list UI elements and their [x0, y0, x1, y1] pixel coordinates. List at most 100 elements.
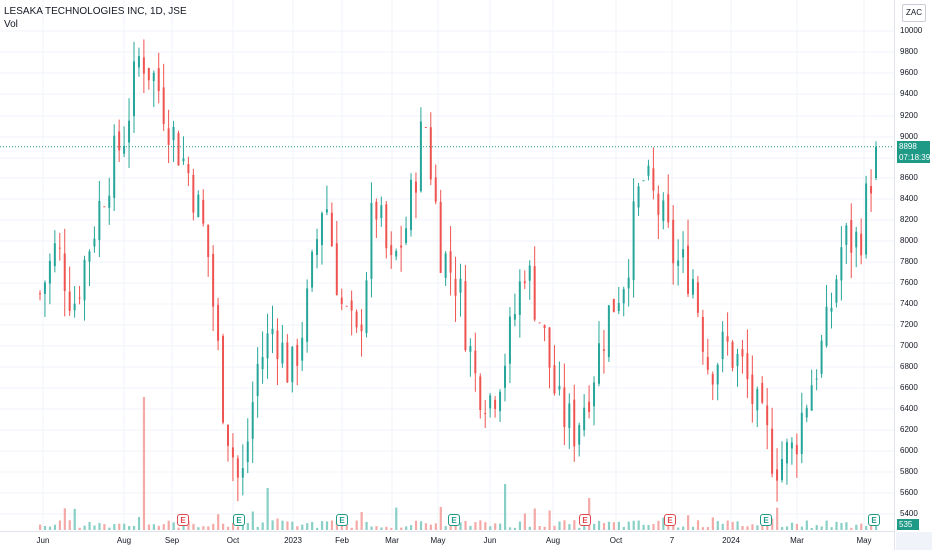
earnings-marker[interactable]: E: [664, 514, 676, 526]
candle: [405, 228, 408, 243]
volume-bar: [538, 526, 541, 530]
candle: [108, 195, 111, 208]
volume-bar: [706, 527, 710, 530]
candle: [800, 412, 803, 454]
volume-bar: [360, 511, 363, 530]
candle: [429, 127, 432, 180]
volume-bar: [419, 521, 423, 530]
candle: [558, 385, 561, 390]
candle: [39, 293, 41, 295]
volume-bar: [751, 524, 754, 530]
volume-bar: [553, 525, 556, 530]
volume-label[interactable]: Vol: [4, 19, 18, 30]
candle: [187, 164, 190, 174]
price-tick: 9800: [900, 47, 918, 56]
candle: [607, 305, 610, 358]
candle: [98, 200, 101, 240]
candle: [721, 331, 724, 360]
candle: [568, 403, 571, 429]
volume-bar: [805, 520, 808, 530]
time-tick: Aug: [545, 536, 561, 545]
candle: [815, 378, 818, 380]
candle: [627, 277, 630, 289]
volume-bar: [622, 526, 625, 530]
earnings-marker[interactable]: E: [868, 514, 880, 526]
volume-bar: [152, 524, 155, 530]
candle: [459, 278, 462, 293]
volume-bar: [202, 526, 205, 530]
candle: [419, 121, 422, 192]
last-price-tag: 8898 07:18:39: [897, 141, 930, 163]
volume-bar: [187, 520, 190, 530]
candle: [766, 405, 769, 426]
volume-bar: [226, 526, 230, 530]
volume-bar: [746, 526, 749, 530]
candle: [68, 291, 71, 311]
volume-bar: [414, 520, 418, 530]
earnings-marker[interactable]: E: [177, 514, 189, 526]
time-tick: Mar: [385, 536, 399, 545]
scale-corner[interactable]: [896, 532, 932, 550]
volume-bar: [810, 527, 813, 530]
volume-bar: [246, 522, 249, 530]
candle: [83, 259, 86, 301]
volume-bar: [855, 524, 858, 530]
volume-bar: [365, 521, 368, 530]
volume-bar: [93, 525, 96, 530]
candle: [53, 243, 56, 267]
candle: [875, 146, 877, 178]
candle: [365, 280, 368, 334]
volume-bar: [731, 521, 734, 530]
time-tick: Oct: [609, 536, 623, 545]
candle: [583, 407, 586, 431]
candle: [706, 356, 709, 370]
price-tick: 5400: [900, 509, 918, 518]
countdown-timer: 07:18:39: [899, 153, 931, 162]
earnings-marker[interactable]: E: [579, 514, 591, 526]
symbol-title[interactable]: LESAKA TECHNOLOGIES INC, 1D, JSE: [4, 6, 187, 17]
candle: [795, 444, 798, 455]
earnings-marker[interactable]: E: [233, 514, 245, 526]
candle: [231, 447, 234, 458]
candle: [845, 225, 848, 245]
candle: [43, 282, 46, 294]
volume-bar: [132, 525, 136, 530]
volume-bar: [113, 524, 116, 530]
volume-bar: [316, 527, 319, 530]
earnings-marker[interactable]: E: [760, 514, 772, 526]
candle: [301, 337, 304, 361]
volume-bar: [231, 522, 235, 530]
volume-bar: [286, 521, 289, 530]
candle: [78, 297, 81, 299]
candle: [523, 281, 526, 284]
price-tick: 6400: [900, 404, 918, 413]
volume-bar: [474, 522, 477, 530]
volume-bar: [815, 525, 818, 530]
earnings-marker[interactable]: E: [336, 514, 348, 526]
volume-bar: [657, 520, 660, 530]
volume-bar: [370, 526, 373, 530]
volume-bar: [429, 524, 432, 530]
volume-bar: [617, 521, 620, 530]
candle: [830, 307, 833, 312]
volume-bar: [88, 521, 91, 530]
price-chart[interactable]: [0, 0, 894, 532]
volume-bar: [479, 520, 482, 530]
candle: [414, 181, 417, 193]
volume-bar: [83, 525, 86, 530]
candle: [548, 327, 551, 368]
earnings-marker[interactable]: E: [448, 514, 460, 526]
currency-button[interactable]: ZAC: [902, 4, 926, 22]
candle: [73, 303, 76, 311]
candle: [291, 346, 294, 383]
volume-bar: [513, 527, 517, 530]
candle: [637, 186, 640, 208]
candle: [226, 425, 229, 446]
time-tick: Sep: [164, 536, 180, 545]
candle: [172, 126, 175, 141]
price-scale-border: [894, 0, 895, 550]
candle: [667, 194, 670, 223]
candle: [48, 260, 51, 284]
candle: [464, 281, 467, 351]
candle: [212, 254, 215, 307]
